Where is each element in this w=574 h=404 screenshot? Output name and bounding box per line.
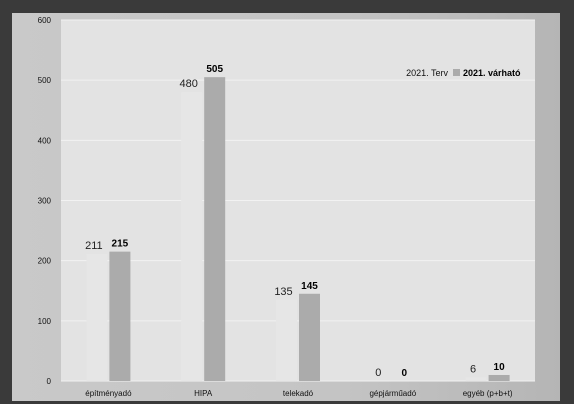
bar-expected bbox=[488, 374, 510, 381]
data-label-expected: 215 bbox=[112, 239, 129, 250]
legend-label-plan: 2021. Terv bbox=[406, 68, 448, 78]
y-tick-label: 300 bbox=[38, 197, 52, 206]
bar-expected bbox=[109, 251, 131, 381]
category-label: építményadó bbox=[85, 389, 132, 398]
category-label: telekadó bbox=[283, 389, 314, 398]
data-label-plan: 480 bbox=[180, 78, 198, 90]
data-label-expected: 505 bbox=[206, 64, 223, 75]
data-label-plan: 135 bbox=[274, 286, 292, 298]
y-tick-label: 100 bbox=[38, 317, 52, 326]
data-label-expected: 145 bbox=[301, 281, 318, 292]
data-label-plan: 0 bbox=[375, 367, 381, 379]
bar-expected bbox=[299, 293, 320, 381]
y-tick-label: 200 bbox=[38, 257, 52, 266]
chart-frame: 0 100 200 300 400 500 600 211 215 építményadó 480 5… bbox=[12, 13, 560, 401]
data-label-expected: 10 bbox=[494, 362, 506, 373]
y-tick-label: 0 bbox=[47, 377, 52, 386]
data-label-plan: 211 bbox=[85, 240, 103, 252]
legend-swatch-expected bbox=[453, 69, 460, 76]
bar-plan bbox=[181, 92, 203, 381]
y-tick-label: 400 bbox=[38, 136, 52, 145]
data-label-expected: 0 bbox=[402, 368, 408, 379]
category-label: egyéb (p+b+t) bbox=[463, 389, 513, 398]
category-label: HIPA bbox=[194, 389, 213, 398]
data-label-plan: 6 bbox=[470, 363, 476, 375]
category-label: gépjárműadó bbox=[369, 389, 416, 398]
y-tick-label: 500 bbox=[38, 76, 52, 85]
bar-expected bbox=[204, 77, 226, 382]
bar-plan bbox=[276, 299, 297, 381]
y-tick-label: 600 bbox=[38, 16, 52, 25]
legend-label-expected: 2021. várható bbox=[463, 68, 521, 78]
bar-plan bbox=[465, 377, 487, 381]
bar-plan bbox=[86, 254, 108, 381]
